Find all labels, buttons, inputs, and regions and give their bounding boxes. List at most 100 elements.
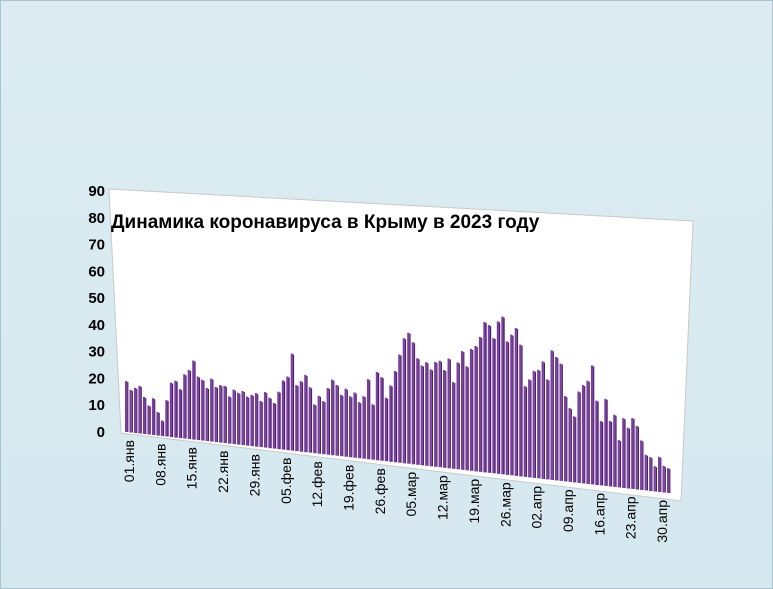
bar-shade — [203, 380, 205, 441]
bar — [577, 391, 580, 483]
x-tick-label: 02.апр — [529, 486, 545, 529]
bar — [237, 392, 240, 445]
y-tick-label: 70 — [88, 237, 105, 254]
bar-shade — [324, 402, 326, 455]
bar — [250, 394, 253, 447]
bar-shade — [561, 364, 563, 481]
bar-shade — [337, 385, 339, 456]
bar — [564, 396, 567, 482]
bar — [667, 468, 670, 493]
bar-shade — [288, 377, 290, 451]
x-tick-label: 26.фев — [372, 468, 388, 514]
y-tick-label: 50 — [88, 290, 105, 307]
bar — [125, 381, 128, 432]
bar — [572, 416, 576, 483]
bar — [653, 466, 656, 492]
bar-shade — [579, 392, 581, 483]
bar — [308, 387, 311, 453]
bar — [299, 381, 302, 452]
y-tick-label: 0 — [97, 424, 105, 441]
bar — [129, 389, 132, 433]
bar-shade — [181, 390, 183, 439]
bar-shade — [530, 380, 532, 478]
bar — [178, 389, 181, 439]
bar — [201, 379, 204, 441]
bar-shade — [557, 357, 559, 481]
bar-shade — [342, 395, 344, 457]
bar — [532, 370, 535, 478]
x-tick-label: 08.янв — [152, 444, 168, 486]
bar-shade — [588, 381, 590, 484]
bar — [456, 362, 459, 470]
bar-shade — [207, 389, 209, 442]
bar-shade — [619, 441, 622, 488]
y-tick-label: 40 — [88, 317, 105, 334]
bar-shade — [167, 401, 169, 437]
bar — [626, 427, 629, 489]
bar-shade — [275, 404, 277, 449]
bar — [635, 425, 638, 490]
y-tick-label: 90 — [88, 183, 105, 200]
bar — [496, 321, 499, 474]
x-tick-label: 15.янв — [184, 447, 200, 489]
bar — [452, 382, 455, 469]
bar-shade — [664, 466, 666, 493]
bar — [658, 456, 661, 492]
bar-shade — [637, 426, 639, 490]
bar-shade — [494, 339, 496, 474]
bar-shade — [566, 397, 568, 482]
bar-shade — [606, 399, 608, 486]
bar-shade — [548, 380, 550, 480]
bar — [142, 397, 146, 434]
bar — [357, 402, 361, 459]
bar-shade — [615, 415, 617, 487]
x-tick-label: 12.фев — [309, 461, 325, 507]
bar — [389, 385, 392, 462]
bar-shade — [163, 421, 165, 437]
bar — [411, 342, 414, 465]
bar — [555, 356, 558, 481]
bar-shade — [234, 390, 236, 445]
bar — [474, 346, 477, 472]
bar — [644, 454, 647, 491]
bar — [510, 334, 513, 476]
bar — [147, 405, 150, 435]
bar — [322, 401, 325, 455]
bar — [631, 418, 634, 489]
bar-shade — [301, 382, 304, 452]
bar-shade — [422, 366, 424, 466]
bar — [214, 386, 217, 443]
bar — [425, 362, 428, 466]
bar-shade — [172, 383, 174, 438]
bar — [335, 384, 338, 456]
x-tick-label: 26.мар — [497, 482, 513, 527]
bar-shade — [225, 386, 227, 444]
bar-shade — [507, 342, 510, 475]
bar — [263, 392, 267, 448]
bar — [138, 385, 141, 434]
bar-shade — [243, 392, 245, 446]
y-tick-label: 80 — [88, 210, 105, 227]
bar — [331, 379, 334, 456]
bar — [528, 379, 531, 478]
bar-shade — [624, 419, 626, 488]
bar — [304, 374, 307, 453]
bar-shade — [221, 386, 223, 443]
bar-shade — [454, 383, 456, 469]
bar — [228, 396, 231, 444]
bar-shade — [351, 397, 353, 458]
bar — [375, 372, 378, 461]
bar-shade — [534, 371, 536, 478]
bar-shade — [140, 386, 142, 434]
bar — [599, 421, 602, 486]
bar-shade — [212, 379, 214, 442]
bar-shade — [333, 380, 335, 456]
x-tick-label: 05.фев — [278, 458, 294, 504]
bar-shade — [198, 377, 201, 441]
bar-shade — [292, 354, 295, 451]
bar — [290, 353, 293, 451]
bar — [438, 360, 441, 468]
bar — [165, 400, 168, 437]
bar-shade — [154, 399, 156, 435]
